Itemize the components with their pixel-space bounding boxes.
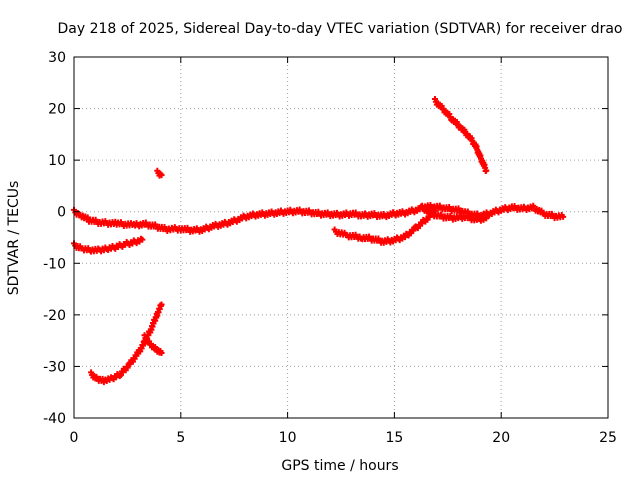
- series-main-band: [71, 201, 567, 235]
- y-tick-label: 0: [57, 205, 66, 221]
- series-rising-arc: [88, 301, 165, 386]
- y-tick-label: -40: [43, 411, 66, 427]
- data-point: [483, 215, 490, 222]
- y-tick-label: 10: [48, 153, 66, 169]
- series-early-neg: [71, 235, 146, 255]
- y-tick-label: 30: [48, 50, 66, 66]
- y-tick-label: -20: [43, 308, 66, 324]
- y-tick-label: -30: [43, 359, 66, 375]
- data-point: [158, 172, 165, 179]
- data-point: [158, 350, 165, 357]
- data-point: [431, 207, 438, 214]
- y-tick-label: 20: [48, 102, 66, 118]
- data-point: [410, 227, 417, 234]
- y-axis-title: SDTVAR / TECUs: [6, 181, 22, 296]
- data-point: [483, 167, 490, 174]
- plot-frame: [73, 56, 609, 419]
- series-secondary-band: [419, 202, 490, 224]
- series-high-fragment: [154, 167, 165, 179]
- series-descending-line: [431, 96, 490, 174]
- data-point: [139, 236, 146, 243]
- axis-ticks: 0 5 10 15 20 25 -40 -30 -20 -10 0 10 20 30: [43, 50, 617, 446]
- data-point: [158, 301, 165, 308]
- series-layer: [71, 96, 567, 386]
- series-dip-arc: [331, 207, 438, 246]
- x-tick-label: 20: [492, 430, 510, 446]
- x-axis-title: GPS time / hours: [281, 458, 398, 474]
- x-tick-label: 0: [70, 430, 79, 446]
- data-point: [560, 213, 567, 220]
- x-tick-label: 5: [176, 430, 185, 446]
- chart-title: Day 218 of 2025, Sidereal Day-to-day VTE…: [57, 21, 622, 37]
- y-tick-label: -10: [43, 256, 66, 272]
- x-tick-label: 10: [279, 430, 297, 446]
- x-tick-label: 15: [385, 430, 403, 446]
- x-tick-label: 25: [599, 430, 617, 446]
- series-falling-arc: [141, 332, 165, 357]
